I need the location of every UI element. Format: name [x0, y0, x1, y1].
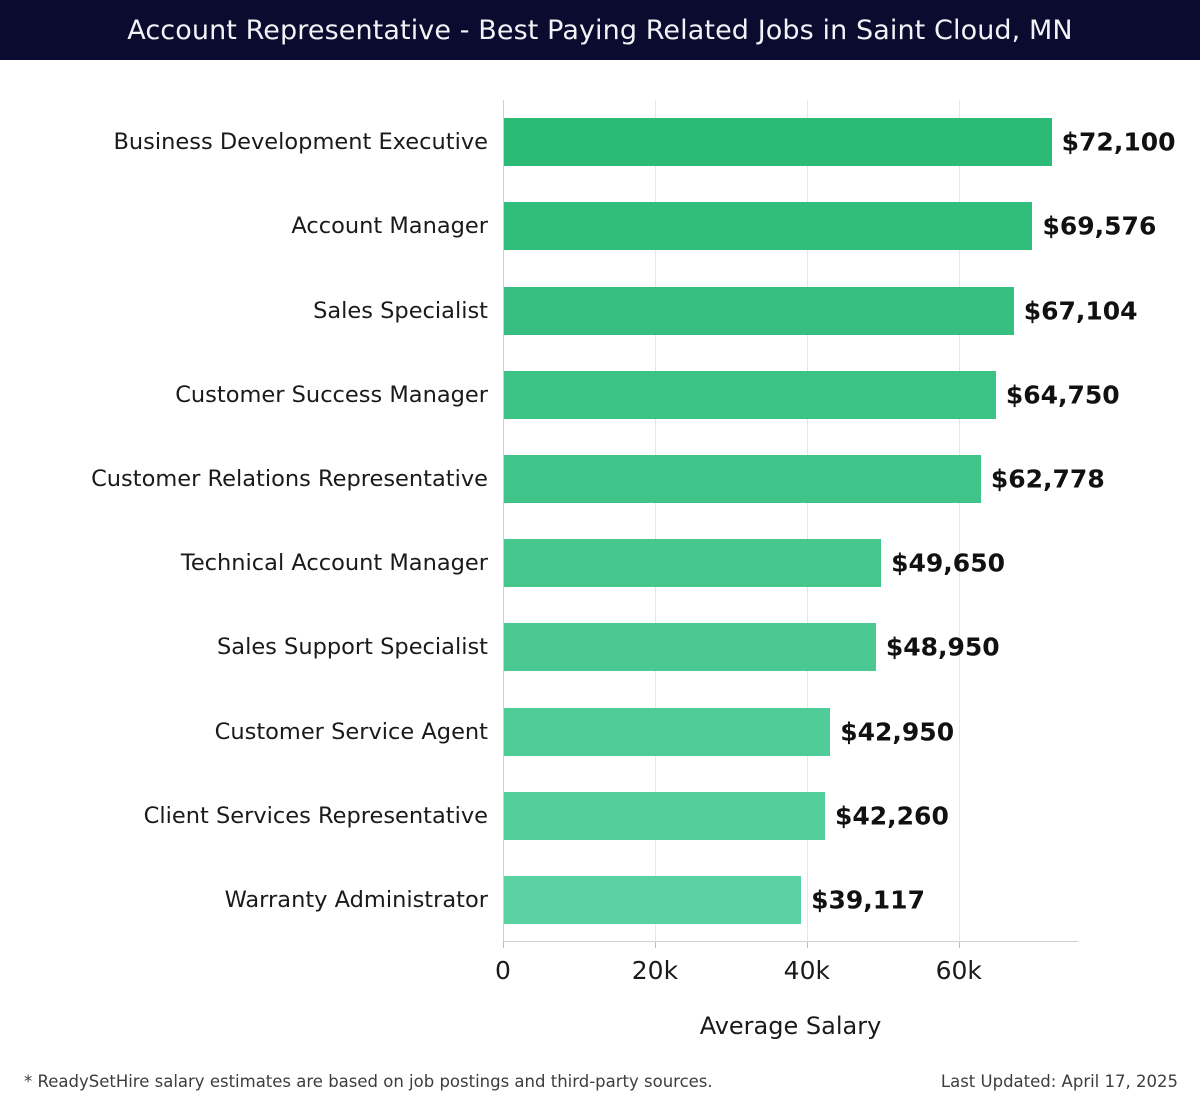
category-label-row: Customer Success Manager: [0, 371, 488, 419]
gridline: [806, 100, 808, 942]
bar[interactable]: [504, 707, 831, 756]
bar-row[interactable]: $48,950: [503, 623, 1078, 672]
gridline: [654, 100, 656, 942]
x-tick-label: 40k: [783, 956, 830, 985]
x-tick-mark: [958, 942, 960, 948]
x-tick-mark: [654, 942, 656, 948]
category-label-row: Customer Relations Representative: [0, 455, 488, 503]
category-label: Client Services Representative: [143, 802, 488, 829]
category-label: Warranty Administrator: [224, 886, 488, 913]
category-label-row: Technical Account Manager: [0, 539, 488, 587]
bar[interactable]: [504, 623, 876, 672]
category-label-row: Warranty Administrator: [0, 876, 488, 924]
category-label-row: Account Manager: [0, 202, 488, 250]
category-label: Sales Specialist: [313, 297, 488, 324]
x-tick-label: 60k: [935, 956, 982, 985]
category-label: Customer Success Manager: [175, 381, 488, 408]
bar-value-label: $48,950: [885, 632, 1000, 662]
bar-row[interactable]: $39,117: [503, 875, 1078, 924]
x-tick-mark: [806, 942, 808, 948]
bar-value-label: $49,650: [891, 548, 1005, 578]
bar-value-label: $39,117: [811, 885, 925, 915]
page-title: Account Representative - Best Paying Rel…: [127, 14, 1073, 46]
bar[interactable]: [504, 791, 825, 840]
bar-row[interactable]: $67,104: [503, 286, 1138, 335]
y-axis-line: [503, 100, 504, 942]
category-label-row: Sales Specialist: [0, 287, 488, 335]
bar-row[interactable]: $62,778: [503, 454, 1105, 503]
category-label: Sales Support Specialist: [217, 634, 488, 661]
bar[interactable]: [504, 370, 996, 419]
x-axis-line: [503, 941, 1078, 942]
page-header: Account Representative - Best Paying Rel…: [0, 0, 1200, 60]
category-label-row: Client Services Representative: [0, 792, 488, 840]
bar-value-label: $42,260: [834, 801, 949, 831]
bar[interactable]: [504, 454, 981, 503]
bar-row[interactable]: $42,260: [503, 791, 1078, 840]
bar[interactable]: [504, 539, 882, 588]
category-label-row: Business Development Executive: [0, 118, 488, 166]
footer-last-updated: Last Updated: April 17, 2025: [940, 1072, 1178, 1091]
x-axis-title: Average Salary: [699, 1012, 882, 1040]
bar-row[interactable]: $64,750: [503, 370, 1120, 419]
bar[interactable]: [504, 202, 1033, 251]
category-label-row: Customer Service Agent: [0, 708, 488, 756]
category-label: Customer Service Agent: [214, 718, 488, 745]
bar[interactable]: [504, 286, 1014, 335]
gridline: [958, 100, 960, 942]
category-label-row: Sales Support Specialist: [0, 623, 488, 671]
category-label: Technical Account Manager: [180, 550, 488, 577]
bar-row[interactable]: $42,950: [503, 707, 1078, 756]
x-tick-label: 0: [495, 956, 511, 985]
bar-value-label: $42,950: [840, 717, 955, 746]
bar-value-label: $72,100: [1061, 127, 1176, 157]
bar-value-label: $64,750: [1005, 380, 1120, 410]
plot-area: $72,100 $69,576 $67,104 $64,750 $62,778 $49,6…: [503, 100, 1176, 948]
category-label: Customer Relations Representative: [91, 465, 488, 492]
page-footer: * ReadySetHire salary estimates are base…: [0, 1072, 1200, 1120]
category-label: Account Manager: [291, 213, 488, 240]
bar-row[interactable]: $72,100: [503, 118, 1176, 167]
bar[interactable]: [504, 875, 802, 924]
category-label: Business Development Executive: [113, 129, 488, 156]
bar-row[interactable]: $49,650: [503, 539, 1078, 588]
footer-disclaimer: * ReadySetHire salary estimates are base…: [24, 1072, 713, 1091]
bar-value-label: $69,576: [1042, 211, 1157, 241]
bar-value-label: $62,778: [990, 464, 1105, 494]
x-tick-label: 20k: [631, 956, 679, 985]
bar[interactable]: [504, 118, 1052, 167]
chart-container: $72,100 $69,576 $67,104 $64,750 $62,778 $49,6…: [0, 60, 1200, 1060]
bar-row[interactable]: $69,576: [503, 202, 1156, 251]
x-tick-mark: [503, 942, 504, 948]
bar-value-label: $67,104: [1023, 296, 1138, 325]
